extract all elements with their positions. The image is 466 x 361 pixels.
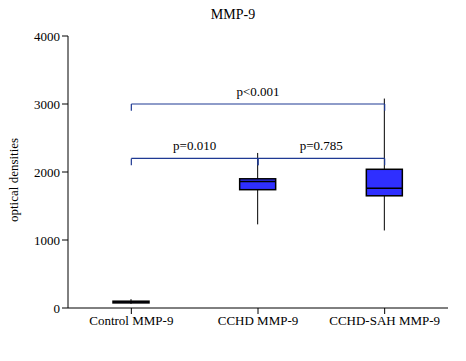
- svg-text:CCHD-SAH MMP-9: CCHD-SAH MMP-9: [329, 313, 440, 328]
- svg-text:p<0.001: p<0.001: [236, 84, 279, 99]
- svg-text:0: 0: [54, 301, 61, 316]
- svg-text:1000: 1000: [34, 233, 60, 248]
- svg-text:2000: 2000: [34, 165, 60, 180]
- svg-text:p=0.010: p=0.010: [173, 138, 216, 153]
- svg-text:p=0.785: p=0.785: [300, 138, 343, 153]
- svg-text:4000: 4000: [34, 29, 60, 44]
- svg-text:3000: 3000: [34, 97, 60, 112]
- html-text:MMP-9: MMP-9: [210, 7, 256, 22]
- svg-text:Control MMP-9: Control MMP-9: [89, 313, 173, 328]
- svg-text:CCHD MMP-9: CCHD MMP-9: [218, 313, 299, 328]
- svg-text:optical densities: optical densities: [8, 138, 21, 222]
